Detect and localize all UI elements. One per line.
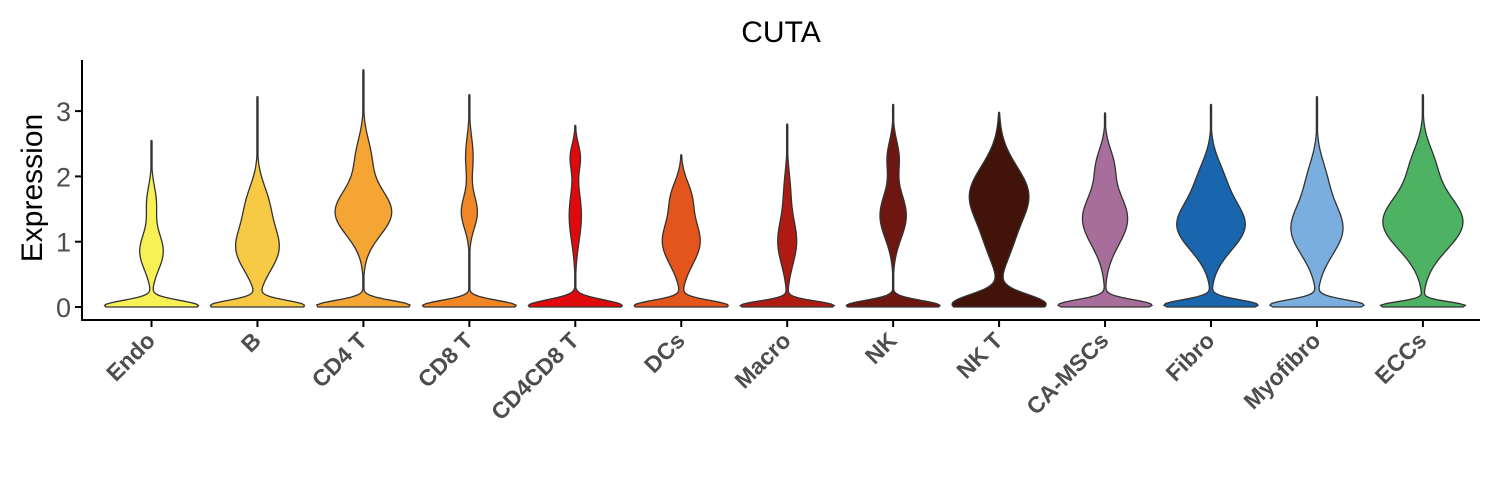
x-tick-label: ECCs (1370, 327, 1432, 389)
x-tick-label: Fibro (1160, 327, 1219, 386)
violin-macro (739, 123, 836, 308)
x-tick-label: CD4CD8 T (486, 327, 584, 425)
x-tick-label: NK T (951, 327, 1007, 383)
violin-endo (103, 139, 200, 308)
x-tick-label: NK (860, 327, 902, 369)
violin-fibro (1162, 103, 1260, 308)
violin-nk-t (951, 111, 1047, 308)
x-tick-label: CD4 T (307, 327, 372, 392)
x-tick-label: Macro (729, 327, 795, 393)
violin-myofibro (1268, 96, 1365, 308)
x-tick-label: CA-MSCs (1021, 327, 1113, 419)
y-tick-label: 1 (56, 228, 71, 258)
x-tick-label: B (236, 327, 266, 357)
y-tick-label: 2 (56, 162, 71, 192)
violin-ca-mscs (1057, 112, 1154, 308)
x-tick-label: DCs (639, 327, 690, 378)
y-tick-label: 3 (56, 97, 71, 127)
violin-b (209, 96, 306, 308)
x-tick-label: Endo (101, 327, 160, 386)
violin-nk (845, 103, 942, 308)
violins-group (103, 69, 1467, 308)
x-tick-label: CD8 T (413, 327, 478, 392)
chart-title: CUTA (741, 16, 820, 49)
violin-eccs (1379, 94, 1467, 308)
y-tick-label: 0 (56, 293, 71, 323)
violin-dcs (633, 154, 730, 308)
x-tick-label: Myofibro (1238, 327, 1325, 414)
violin-cd8-t (421, 94, 518, 308)
violin-cd4cd8-t (527, 124, 624, 308)
y-axis-label: Expression (16, 114, 49, 262)
violin-cd4-t (315, 69, 411, 308)
